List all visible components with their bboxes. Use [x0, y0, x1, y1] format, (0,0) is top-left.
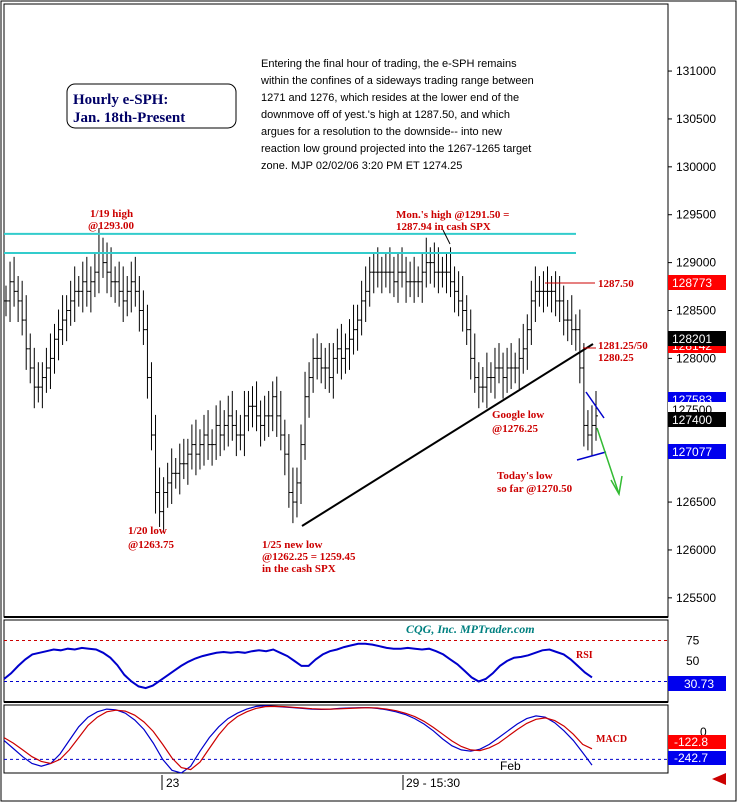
price-tick-label: 131000 — [676, 64, 716, 78]
annotation-128125: 1281.25/50 — [598, 340, 648, 352]
xaxis-label-29: 29 - 15:30 — [406, 776, 460, 790]
price-tick-label: 130000 — [676, 160, 716, 174]
annotation-mon-high: Mon.'s high @1291.50 = — [396, 209, 509, 221]
title-line1: Hourly e-SPH: — [73, 92, 168, 108]
annotation-jan20-low: 1/20 low — [128, 525, 167, 537]
commentary-line: reaction low ground projected into the 1… — [261, 143, 531, 155]
annotation-jan25-low: 1/25 new low — [262, 539, 323, 551]
price-tick-label: 129000 — [676, 256, 716, 270]
projection-arrowhead — [610, 475, 623, 497]
rsi-line — [3, 642, 593, 690]
price-label-black-low-bg — [668, 412, 726, 427]
macd-panel — [3, 704, 669, 774]
commentary-line: 1271 and 1276, which resides at the lowe… — [261, 92, 519, 104]
commentary-line: argues for a resolution to the downside-… — [261, 126, 502, 138]
annotation-jan20-low-val: @1263.75 — [128, 539, 174, 551]
commentary-line: within the confines of a sideways tradin… — [260, 75, 534, 87]
price-label-blue-low-bg — [668, 444, 726, 459]
price-tick-label: 126500 — [676, 495, 716, 509]
price-tick-label: 128000 — [676, 351, 716, 365]
price-tick-label: 126000 — [676, 543, 716, 557]
macd-tick-label: 0 — [700, 725, 707, 739]
annotation-128025: 1280.25 — [598, 352, 634, 364]
price-label-blue-low: 127077 — [672, 445, 712, 459]
commentary-line: zone. MJP 02/02/06 3:20 PM ET 1274.25 — [261, 160, 462, 172]
price-label-red-top-bg — [668, 275, 726, 290]
annotation-jan19-high: 1/19 high — [90, 208, 133, 220]
commentary-line: downmove off of yest.'s high at 1287.50,… — [261, 109, 510, 121]
projection-arrow — [596, 427, 620, 495]
macd-value-blue-bg — [668, 751, 726, 765]
annotations: 1/19 high @1293.00 Mon.'s high @1291.50 … — [88, 208, 648, 575]
title-box — [66, 83, 237, 129]
rsi-value-label: 30.73 — [684, 677, 714, 691]
price-label-red-top: 128773 — [672, 276, 712, 290]
rsi-group: 75502530.73 — [3, 634, 726, 691]
rsi-value-bg — [668, 676, 726, 691]
rsi-tick-label: 50 — [686, 654, 700, 668]
price-tick-label: 128500 — [676, 304, 716, 318]
xaxis-label-feb: Feb — [500, 759, 521, 773]
annotation-google-low-val: @1276.25 — [492, 423, 538, 435]
commentary-line: Entering the final hour of trading, the … — [261, 58, 517, 70]
annotation-todays-low: Today's low — [497, 470, 553, 482]
annotation-jan25-low-cash: in the cash SPX — [262, 563, 336, 575]
price-overlays — [4, 229, 623, 527]
scroll-left-icon[interactable] — [712, 773, 726, 785]
annotation-jan19-high-val: @1293.00 — [88, 220, 134, 232]
macd-label: MACD — [596, 734, 627, 745]
channel-upper — [585, 391, 605, 419]
macd-value-red-bg — [668, 735, 726, 749]
annotation-todays-low-val: so far @1270.50 — [497, 483, 573, 495]
rsi-panel — [3, 619, 669, 703]
mon-high-pointer — [442, 229, 451, 245]
support-trendline — [301, 343, 594, 527]
price-label-current: 128201 — [672, 332, 712, 346]
price-bars — [4, 228, 598, 533]
channel-lower — [576, 451, 607, 461]
price-label-current-bg — [668, 331, 726, 346]
macd-value-blue: -242.7 — [674, 751, 708, 765]
source-label: CQG, Inc. MPTrader.com — [406, 622, 535, 636]
price-tick-label: 125500 — [676, 591, 716, 605]
commentary: Entering the final hour of trading, the … — [260, 58, 534, 172]
annotation-128750: 1287.50 — [598, 278, 634, 290]
rsi-tick-label: 75 — [686, 634, 700, 648]
annotation-mon-high-cash: 1287.94 in cash SPX — [396, 221, 491, 233]
annotation-jan25-low-val: @1262.25 = 1259.45 — [262, 551, 356, 563]
macd-group: 0-200-122.8-242.7 — [3, 705, 726, 774]
macd-value-red: -122.8 — [674, 735, 708, 749]
price-tick-label: 129500 — [676, 208, 716, 222]
price-label-black-low: 127400 — [672, 413, 712, 427]
macd-signal-line — [3, 705, 593, 771]
labels-group: 1287731281421282011275831275001274001270… — [668, 275, 726, 459]
price-tick-label: 130500 — [676, 112, 716, 126]
rsi-label: RSI — [576, 650, 593, 661]
title-line2: Jan. 18th-Present — [73, 110, 185, 126]
xaxis-label-23: 23 — [166, 776, 180, 790]
annotation-google-low: Google low — [492, 409, 544, 421]
